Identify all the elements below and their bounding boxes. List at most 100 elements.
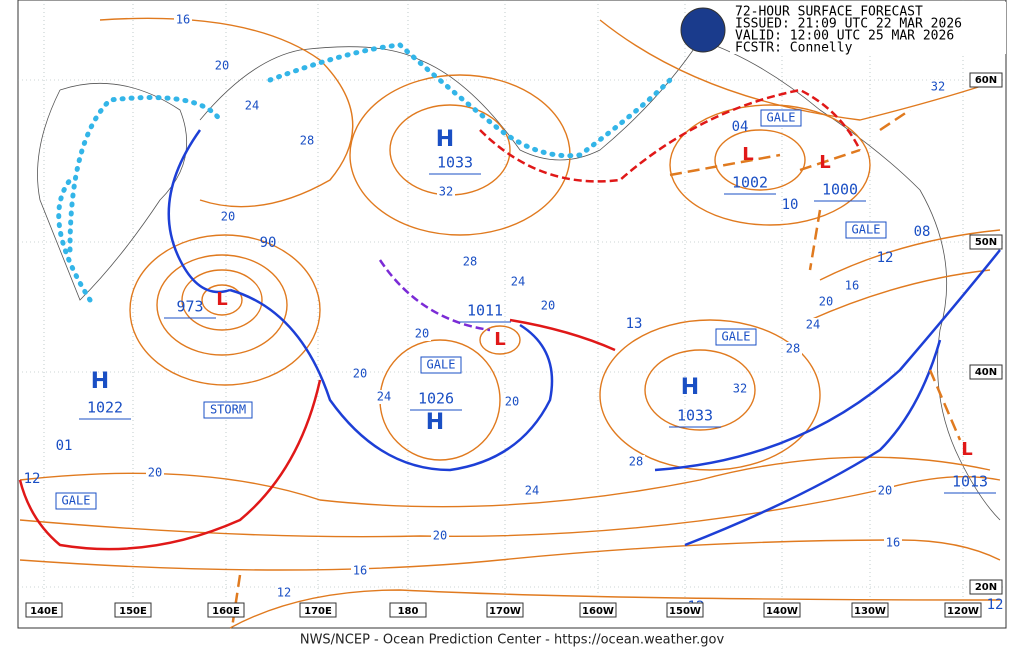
center-label: 12 (987, 597, 1004, 613)
isobar-label: 24 (511, 275, 525, 289)
lon-label-box (389, 602, 427, 618)
isobar-label: 20 (505, 395, 519, 409)
center-pressure: 1033 (677, 407, 713, 425)
isobar-label: 32 (931, 80, 945, 94)
warning-box (420, 356, 462, 374)
isobar-label-bg (627, 455, 645, 469)
center-symbol: L (819, 152, 830, 173)
header-issued: ISSUED: 21:09 UTC 22 MAR 2026 (735, 17, 962, 32)
isobar-label: 28 (463, 255, 477, 269)
lon-label: 140W (766, 606, 798, 617)
lat-label: 20N (975, 582, 997, 593)
lon-label: 130W (854, 606, 886, 617)
isobar-label-bg (509, 275, 527, 289)
warning-label: GALE (427, 358, 456, 372)
isobar-label-bg (213, 59, 231, 73)
isobar-label-bg (351, 367, 369, 381)
lat-label-box (969, 234, 1003, 250)
isobar-label-bg (461, 255, 479, 269)
isobar-label-bg (375, 390, 393, 404)
center-label: 13 (626, 316, 643, 332)
isobar-label-bg (929, 80, 947, 94)
isobar-label: 24 (806, 318, 820, 332)
footer: NWS/NCEP - Ocean Prediction Center - htt… (300, 633, 725, 648)
center-pressure: 1000 (822, 181, 858, 199)
isobar-label: 24 (377, 390, 391, 404)
center-pressure: 1022 (87, 399, 123, 417)
center-symbol: L (742, 144, 753, 165)
isobar-label-bg (413, 327, 431, 341)
isobar-label: 24 (525, 484, 539, 498)
isobar-label-bg (219, 210, 237, 224)
warning-box (845, 221, 887, 239)
lon-label-box (579, 602, 617, 618)
lon-label: 150W (669, 606, 701, 617)
isobar-label: 20 (353, 367, 367, 381)
isobar-label-bg (174, 13, 192, 27)
fronts (18, 42, 1001, 629)
isobar-label: 20 (541, 299, 555, 313)
isobar-label-bg (817, 295, 835, 309)
map-frame (17, 0, 1007, 629)
isobar-label-bg (146, 466, 164, 480)
isobar-label: 24 (245, 99, 259, 113)
lon-label-box (114, 602, 152, 618)
center-pressure: 1013 (952, 473, 988, 491)
header-forecaster: FCSTR: Connelly (735, 41, 853, 56)
warning-box (760, 109, 802, 127)
center-pressure: 1011 (467, 302, 503, 320)
isobar-label-bg (523, 484, 541, 498)
warning-box (55, 492, 97, 510)
isobar-label: 16 (176, 13, 190, 27)
isobar-label-bg (243, 99, 261, 113)
isobar-label: 20 (148, 466, 162, 480)
isobar-label: 32 (733, 382, 747, 396)
header-valid: VALID: 12:00 UTC 25 MAR 2026 (735, 29, 954, 44)
lon-label: 180 (398, 606, 419, 617)
warning-label: GALE (767, 111, 796, 125)
lat-label-box (969, 579, 1003, 595)
lon-label: 170W (489, 606, 521, 617)
center-symbol: L (961, 439, 972, 460)
center-label: 90 (260, 235, 277, 251)
lat-label: 40N (975, 367, 997, 378)
center-label: 12 (877, 250, 894, 266)
warning-box (203, 401, 253, 419)
lon-label-box (851, 602, 889, 618)
lon-label: 140E (30, 606, 58, 617)
isobar-label: 28 (629, 455, 643, 469)
isobar-label-bg (298, 134, 316, 148)
center-symbol: H (91, 369, 109, 394)
warning-label: GALE (62, 494, 91, 508)
isobar-label: 12 (277, 586, 291, 600)
isobar-label-bg (539, 299, 557, 313)
isobar-label-bg (437, 185, 455, 199)
isobar-label: 20 (215, 59, 229, 73)
coastlines (37, 39, 1001, 521)
grid (18, 0, 1006, 600)
header-title: 72-HOUR SURFACE FORECAST (735, 5, 923, 20)
lon-label: 120W (947, 606, 979, 617)
isobar-label-bg (275, 586, 293, 600)
lat-label: 50N (975, 237, 997, 248)
center-pressure: 1002 (732, 174, 768, 192)
center-symbol: H (436, 127, 454, 152)
center-symbol: H (426, 410, 444, 435)
isobar-label: 16 (353, 564, 367, 578)
isobar-label: 20 (878, 484, 892, 498)
center-symbol: H (681, 375, 699, 400)
isobar-label-bg (876, 484, 894, 498)
header-box (730, 2, 1006, 54)
center-label: 10 (782, 197, 799, 213)
center-label: 01 (56, 438, 73, 454)
isobar-label-bg (884, 536, 902, 550)
lon-label-box (763, 602, 801, 618)
isobar-label: 32 (439, 185, 453, 199)
center-pressure: 1026 (418, 390, 454, 408)
isobar-label-bg (731, 382, 749, 396)
lon-label-box (25, 602, 63, 618)
isobar-label-bg (431, 529, 449, 543)
isobar-label-bg (843, 279, 861, 293)
isobar-label: 16 (845, 279, 859, 293)
